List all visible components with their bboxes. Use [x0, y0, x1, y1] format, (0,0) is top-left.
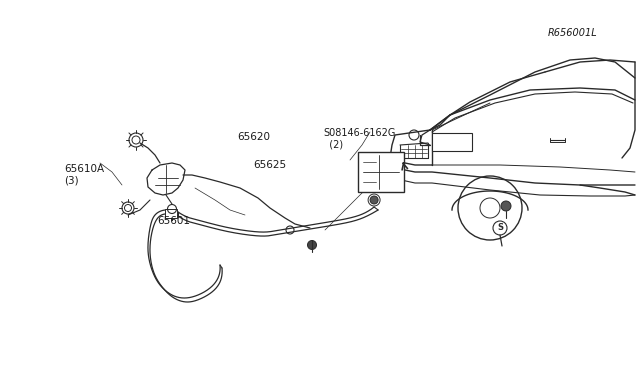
- Text: 65610A
(3): 65610A (3): [64, 164, 104, 185]
- Text: S08146-6162G
  (2): S08146-6162G (2): [323, 128, 396, 150]
- FancyBboxPatch shape: [358, 152, 404, 192]
- Text: R656001L: R656001L: [548, 28, 598, 38]
- FancyBboxPatch shape: [165, 209, 177, 218]
- Text: 65625: 65625: [253, 160, 286, 170]
- FancyBboxPatch shape: [432, 133, 472, 151]
- Circle shape: [370, 196, 378, 204]
- Circle shape: [501, 201, 511, 211]
- Text: 65620: 65620: [237, 132, 270, 142]
- Circle shape: [307, 241, 317, 250]
- Text: S: S: [497, 224, 503, 232]
- Text: 65601: 65601: [157, 216, 190, 226]
